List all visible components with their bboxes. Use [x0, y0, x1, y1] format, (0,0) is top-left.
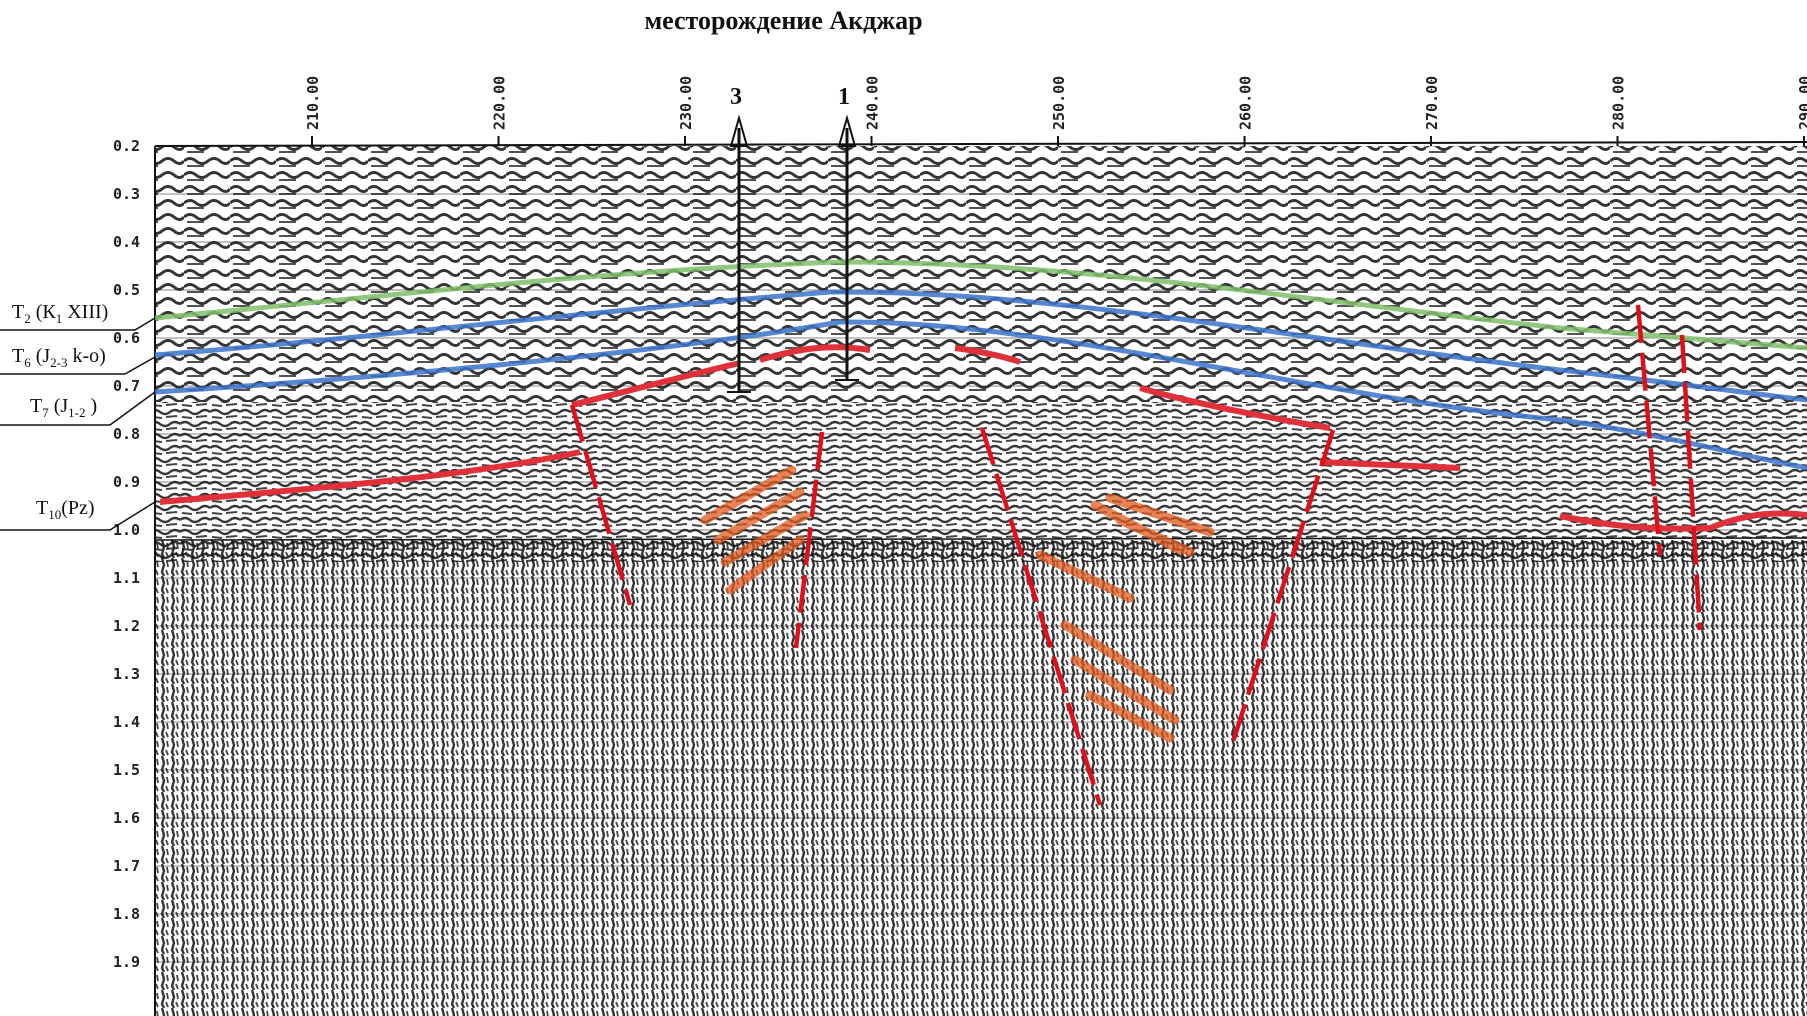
horizon-label-t6: T6 (J2-3 k-o)	[0, 345, 156, 375]
well-1-label: 1	[838, 84, 850, 110]
time-tick-label: 0.9	[113, 473, 140, 491]
time-tick-label: 1.8	[113, 905, 140, 923]
horizon-red-crest	[759, 344, 871, 363]
horizon-t7-line	[154, 319, 1807, 471]
time-tick-label: 1.1	[113, 569, 140, 587]
horizon-lines	[154, 259, 1807, 532]
time-tick-label: 1.5	[113, 761, 140, 779]
well-1: 1	[835, 84, 859, 381]
time-tick-label: 0.5	[113, 281, 140, 299]
horizon-t2-line	[154, 259, 1807, 351]
well-3-label: 3	[730, 84, 742, 110]
axis-frame	[154, 141, 1807, 1016]
time-tick-label: 0.7	[113, 377, 140, 395]
time-tick-label: 0.4	[113, 233, 140, 251]
horizon-red-upper-left	[571, 360, 741, 408]
horizon-red-right	[1319, 459, 1461, 471]
time-tick-label: 0.3	[113, 185, 140, 203]
trace-tick-label: 240.00	[864, 76, 882, 130]
fault-1	[569, 404, 633, 606]
time-tick-label: 1.7	[113, 857, 140, 875]
trace-tick-label: 270.00	[1423, 76, 1441, 130]
trace-tick-label: 230.00	[677, 76, 695, 130]
svg-text:T6 (J2-3 k-o): T6 (J2-3 k-o)	[12, 345, 106, 370]
fault-3	[979, 427, 1103, 806]
well-3: 3	[727, 84, 751, 393]
horizon-t6-line	[154, 289, 1807, 403]
horizon-red-crest-right	[954, 345, 1021, 365]
trace-tick-label: 210.00	[304, 76, 322, 130]
time-tick-label: 1.9	[113, 953, 140, 971]
orange-reflectors	[700, 465, 1215, 743]
time-tick-label: 1.0	[113, 521, 140, 539]
horizon-label-t2: T2 (К1 XIII)	[0, 301, 156, 331]
horizon-label-t7: T7 (J1-2 )	[0, 391, 156, 426]
time-axis: 0.2 0.3 0.4 0.5 0.6 0.7 0.8 0.9 1.0 1.1 1.2 1.3 1.4 1…	[113, 137, 140, 971]
trace-tick-label: 280.00	[1610, 76, 1628, 130]
page-title: месторождение Акджар	[644, 6, 923, 35]
horizon-t10-line	[159, 449, 581, 505]
trace-tick-label: 250.00	[1050, 76, 1068, 130]
time-tick-label: 1.6	[113, 809, 140, 827]
seismic-traces	[155, 146, 1807, 1016]
trace-tick-label: 290.00	[1796, 76, 1807, 130]
fault-2	[793, 431, 825, 649]
svg-text:T2 (К1 XIII): T2 (К1 XIII)	[12, 301, 108, 326]
time-tick-label: 0.8	[113, 425, 140, 443]
trace-tick-label: 220.00	[491, 76, 509, 130]
fault-4	[1229, 429, 1336, 746]
svg-text:T7 (J1-2 ): T7 (J1-2 )	[30, 395, 97, 420]
wells: 3 1	[727, 84, 859, 393]
fault-5	[1635, 304, 1663, 556]
horizon-labels: T2 (К1 XIII) T6 (J2-3 k-o) T7 (J1-2 ) T1…	[0, 301, 156, 531]
fault-lines	[569, 304, 1703, 806]
fault-6	[1679, 334, 1703, 631]
time-tick-label: 0.6	[113, 329, 140, 347]
time-tick-label: 0.2	[113, 137, 140, 155]
time-tick-label: 1.4	[113, 713, 140, 731]
horizon-red-flank	[1139, 385, 1331, 431]
horizon-label-t10: T10(Pz)	[0, 497, 156, 531]
trace-tick-label: 260.00	[1237, 76, 1255, 130]
horizon-red-far-right	[1559, 510, 1807, 532]
time-tick-label: 1.3	[113, 665, 140, 683]
svg-text:T10(Pz): T10(Pz)	[36, 497, 95, 522]
time-tick-label: 1.2	[113, 617, 140, 635]
trace-axis: 210.00 220.00 230.00 240.00 250.00 260.00 270.…	[304, 76, 1807, 146]
